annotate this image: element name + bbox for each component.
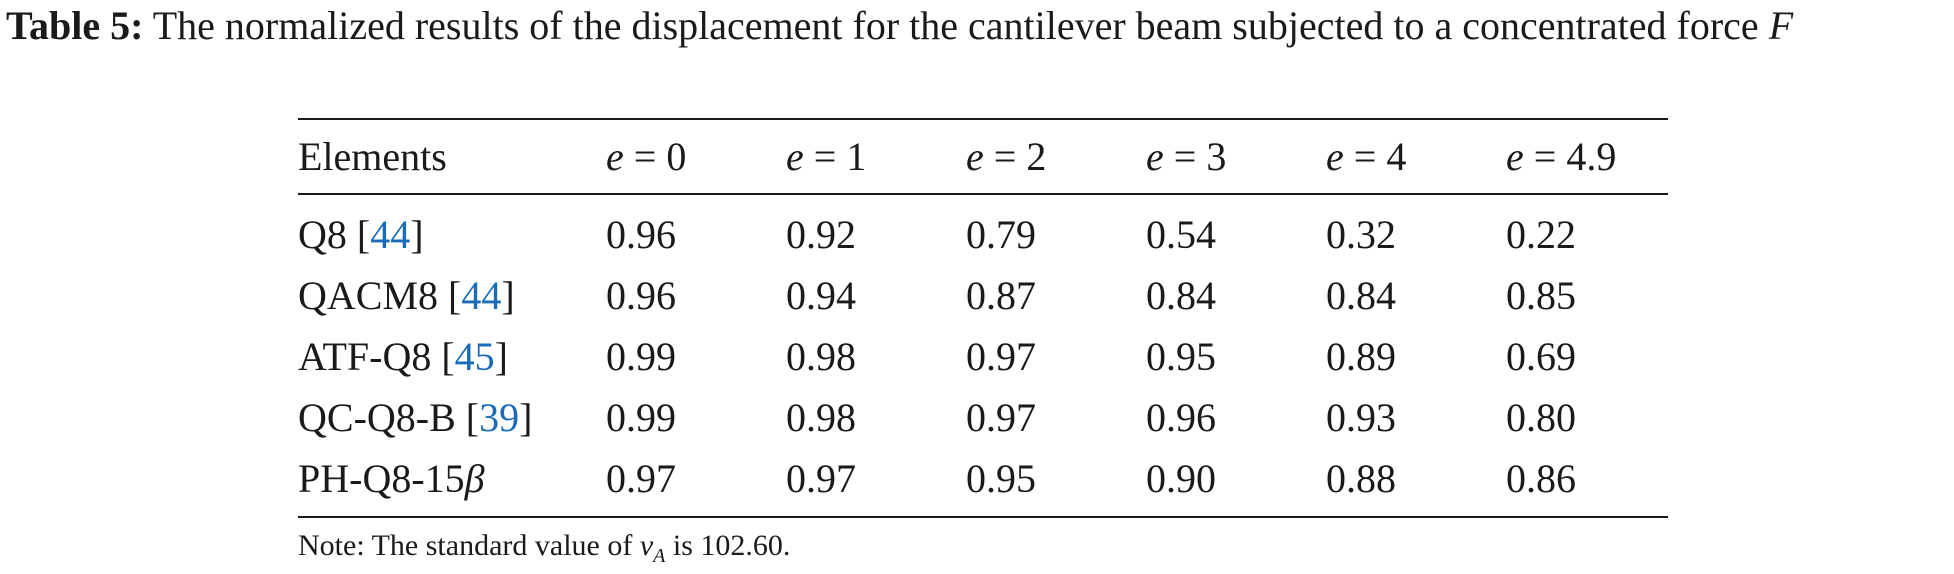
- table-cell: 0.95: [966, 455, 1036, 501]
- table-cell: 0.86: [1506, 455, 1576, 501]
- table-row: QACM8 [44] 0.96 0.94 0.87 0.84 0.84 0.85: [298, 265, 1668, 326]
- citation-link[interactable]: 45: [454, 334, 495, 379]
- caption-text: The normalized results of the displaceme…: [143, 3, 1769, 48]
- column-header-e3: e = 3: [1146, 134, 1227, 179]
- note-variable: vA: [639, 529, 666, 567]
- table-cell: 0.95: [1146, 334, 1216, 379]
- row-element-name: PH-Q8-15β: [298, 455, 485, 501]
- row-element-name: QC-Q8-B [39]: [298, 395, 533, 440]
- table-cell: 0.32: [1326, 211, 1396, 257]
- table-cell: 0.96: [606, 273, 676, 318]
- table-cell: 0.97: [606, 455, 676, 501]
- citation-link[interactable]: 44: [370, 211, 411, 257]
- table-cell: 0.79: [966, 211, 1036, 257]
- column-header-e0: e = 0: [606, 134, 687, 179]
- table-cell: 0.89: [1326, 334, 1396, 379]
- table-cell: 0.80: [1506, 395, 1576, 440]
- citation-link[interactable]: 44: [461, 273, 502, 318]
- table-cell: 0.92: [786, 211, 856, 257]
- table-cell: 0.98: [786, 395, 856, 440]
- results-table: Elements e = 0 e = 1 e = 2 e = 3 e = 4 e…: [298, 118, 1668, 518]
- column-header-e2: e = 2: [966, 134, 1047, 179]
- caption-force-symbol: F: [1768, 3, 1794, 48]
- table-cell: 0.96: [1146, 395, 1216, 440]
- table-cell: 0.96: [606, 211, 676, 257]
- table-row: QC-Q8-B [39] 0.99 0.98 0.97 0.96 0.93 0.…: [298, 387, 1668, 448]
- table-cell: 0.93: [1326, 395, 1396, 440]
- table-cell: 0.97: [966, 395, 1036, 440]
- table-cell: 0.90: [1146, 455, 1216, 501]
- table-header-row: Elements e = 0 e = 1 e = 2 e = 3 e = 4 e…: [298, 119, 1668, 194]
- table-cell: 0.54: [1146, 211, 1216, 257]
- caption-label: Table 5:: [6, 3, 144, 48]
- table-row: ATF-Q8 [45] 0.99 0.98 0.97 0.95 0.89 0.6…: [298, 326, 1668, 387]
- column-header-e4-9: e = 4.9: [1506, 134, 1617, 179]
- table-cell: 0.88: [1326, 455, 1396, 501]
- row-element-name: ATF-Q8 [45]: [298, 334, 508, 379]
- table-cell: 0.98: [786, 334, 856, 379]
- table-row: PH-Q8-15β 0.97 0.97 0.95 0.90 0.88 0.86: [298, 448, 1668, 517]
- table-note: Note: The standard value of vA is 102.60…: [298, 529, 791, 567]
- table-row: Q8 [44] 0.96 0.92 0.79 0.54 0.32 0.22: [298, 194, 1668, 265]
- citation-link[interactable]: 39: [479, 395, 520, 440]
- table-cell: 0.84: [1146, 273, 1216, 318]
- row-element-name: Q8 [44]: [298, 211, 424, 257]
- table-cell: 0.94: [786, 273, 856, 318]
- table-cell: 0.97: [786, 455, 856, 501]
- table-cell: 0.87: [966, 273, 1036, 318]
- column-header-e4: e = 4: [1326, 134, 1407, 179]
- row-element-name: QACM8 [44]: [298, 273, 515, 318]
- table-cell: 0.22: [1506, 211, 1576, 257]
- table-cell: 0.85: [1506, 273, 1576, 318]
- column-header-elements: Elements: [298, 134, 447, 179]
- table-caption: Table 5: The normalized results of the d…: [6, 0, 1946, 51]
- table-cell: 0.99: [606, 334, 676, 379]
- column-header-e1: e = 1: [786, 134, 867, 179]
- table-cell: 0.99: [606, 395, 676, 440]
- table-cell: 0.97: [966, 334, 1036, 379]
- table-cell: 0.69: [1506, 334, 1576, 379]
- table-cell: 0.84: [1326, 273, 1396, 318]
- beta-symbol: β: [464, 455, 485, 501]
